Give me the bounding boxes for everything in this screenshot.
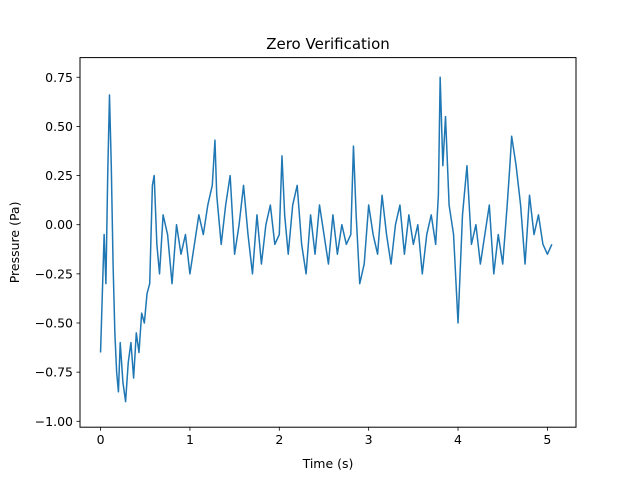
plot-frame (79, 57, 577, 428)
y-axis-label: Pressure (Pa) (7, 202, 22, 284)
series-group (99, 76, 553, 403)
x-tick-label: 1 (186, 432, 194, 447)
y-tick-label: −0.50 (35, 316, 73, 331)
x-tick-label: 5 (543, 432, 551, 447)
y-tick-label: 0.75 (45, 70, 73, 85)
x-tick-label: 0 (97, 432, 105, 447)
y-axis: −1.00 −0.75 −0.50 −0.25 0.00 0.25 0.50 0.75 (35, 70, 80, 429)
x-axis-label: Time (s) (302, 456, 354, 471)
x-axis: 0 1 2 3 4 5 (97, 427, 551, 447)
y-tick-label: −0.25 (35, 266, 73, 281)
x-tick-label: 2 (275, 432, 283, 447)
chart-title: Zero Verification (266, 35, 390, 53)
series-line-0 (99, 76, 553, 403)
y-tick-label: 0.00 (45, 217, 73, 232)
y-tick-label: −1.00 (35, 414, 73, 429)
x-tick-label: 3 (365, 432, 373, 447)
y-tick-label: 0.25 (45, 168, 73, 183)
y-tick-label: 0.50 (45, 119, 73, 134)
y-tick-label: −0.75 (35, 365, 73, 380)
x-tick-label: 4 (454, 432, 462, 447)
